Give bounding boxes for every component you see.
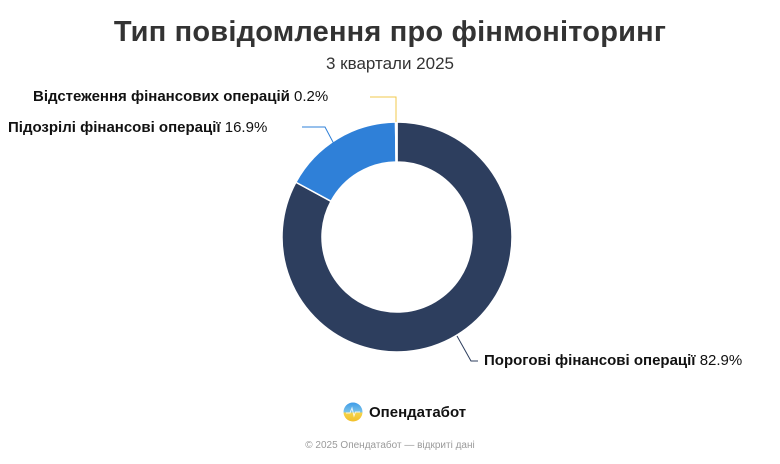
donut-slices	[281, 121, 513, 353]
data-label-value: 82.9%	[699, 352, 743, 369]
data-label-threshold: Порогові фінансові операції 82.9%	[484, 352, 742, 369]
brand: Опендатабот	[343, 402, 466, 422]
chart-title: Тип повідомлення про фінмоніторинг	[113, 16, 667, 48]
data-label-name: Відстеження фінансових операцій	[33, 88, 290, 105]
brand-name: Опендатабот	[369, 403, 467, 421]
leader-line-threshold	[456, 335, 478, 362]
data-label-name: Підозрілі фінансові операції	[8, 119, 221, 136]
footer-copyright: © 2025 Опендатабот — відкриті дані	[305, 440, 475, 451]
leader-line-tracking	[370, 96, 397, 122]
data-label-value: 16.9%	[224, 119, 268, 136]
data-label-value: 0.2%	[294, 88, 329, 105]
slice-threshold	[281, 121, 513, 353]
data-label-suspicious: Підозрілі фінансові операції 16.9%	[8, 119, 267, 136]
data-label-tracking: Відстеження фінансових операцій 0.2%	[33, 88, 328, 105]
chart-subtitle: 3 квартали 2025	[326, 54, 454, 73]
data-label-name: Порогові фінансові операції	[484, 352, 696, 369]
slice-suspicious	[295, 121, 397, 203]
opendatabot-logo-icon	[343, 402, 363, 422]
slice-tracking	[394, 121, 398, 163]
leader-line-suspicious	[302, 126, 335, 145]
